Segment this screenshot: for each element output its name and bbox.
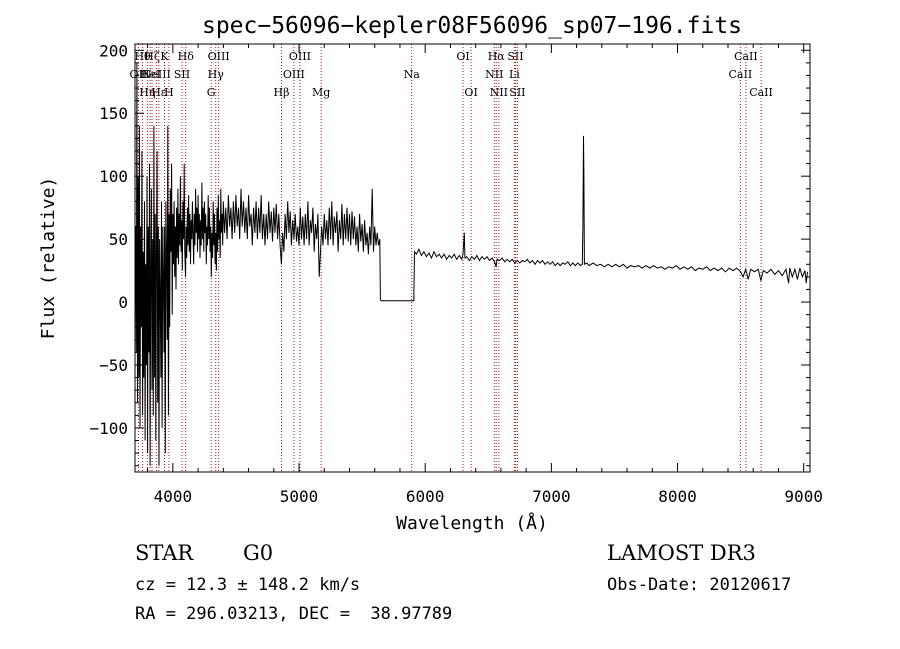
- x-tick-label: 8000: [658, 487, 697, 506]
- redshift-text: cz = 12.3 ± 148.2 km/s: [135, 575, 360, 595]
- x-tick-label: 9000: [784, 487, 823, 506]
- line-marker-label: Na: [404, 68, 421, 81]
- line-marker-label: CaII: [734, 50, 758, 63]
- line-marker-label: Hα: [488, 50, 506, 63]
- line-marker-label: OI: [464, 86, 477, 99]
- coordinates-text: RA = 296.03213, DEC = 38.97789: [135, 604, 452, 624]
- y-tick-label: −50: [99, 356, 128, 375]
- line-marker-label: H: [164, 86, 174, 99]
- obs-date-text: Obs-Date: 20120617: [607, 575, 791, 595]
- survey-name: LAMOST DR3: [607, 541, 756, 565]
- line-marker-label: Hβ: [274, 86, 290, 99]
- y-axis-label: Flux (relative): [38, 177, 59, 340]
- y-tick-label: 50: [109, 230, 128, 249]
- line-marker-label: OI: [456, 50, 469, 63]
- line-marker-label: Hη: [139, 86, 155, 99]
- x-axis-label: Wavelength (Å): [396, 512, 548, 534]
- y-tick-label: −100: [89, 419, 128, 438]
- series-layer: [134, 62, 808, 466]
- line-marker-label: OIII: [289, 50, 311, 63]
- spectrum-series-line: [134, 62, 808, 466]
- line-marker-label: SII: [507, 50, 523, 63]
- chart-title: spec−56096−kepler08F56096_sp07−196.fits: [202, 13, 742, 39]
- line-marker-label: Hδ: [178, 50, 195, 63]
- line-marker-label: CaII: [729, 68, 753, 81]
- line-marker-label: OIII: [283, 68, 305, 81]
- object-subclass: G0: [243, 541, 273, 565]
- line-marker-label: NII: [485, 68, 503, 81]
- x-tick-label: 7000: [532, 487, 571, 506]
- line-marker-label: HeI: [140, 68, 160, 81]
- object-class: STAR: [135, 541, 194, 565]
- line-marker-label: NII: [490, 86, 508, 99]
- axes: 4000 5000 6000 7000 8000 9000 −100 −50 0 50 100 150…: [89, 41, 822, 506]
- line-marker-label: OIII: [208, 50, 230, 63]
- line-marker-label: Hζ: [144, 50, 160, 63]
- y-tick-label: 200: [99, 41, 128, 60]
- x-tick-label: 6000: [406, 487, 445, 506]
- line-marker-label: Mg: [312, 86, 330, 99]
- y-tick-label: 100: [99, 167, 128, 186]
- line-marker-label: Li: [509, 68, 520, 81]
- line-marker-label: G: [207, 86, 216, 99]
- line-marker-label: SII: [174, 68, 190, 81]
- y-tick-label: 0: [118, 293, 128, 312]
- line-marker-label: NeIII: [142, 68, 171, 81]
- line-marker-label: SII: [509, 86, 525, 99]
- line-marker-label: K: [160, 50, 169, 63]
- x-tick-label: 5000: [280, 487, 319, 506]
- line-marker-label: CaII: [749, 86, 773, 99]
- line-marker-label: Hε: [151, 86, 167, 99]
- line-marker-label: Hγ: [208, 68, 225, 81]
- y-tick-label: 150: [99, 104, 128, 123]
- plot-frame: [134, 43, 811, 473]
- x-tick-label: 4000: [154, 487, 193, 506]
